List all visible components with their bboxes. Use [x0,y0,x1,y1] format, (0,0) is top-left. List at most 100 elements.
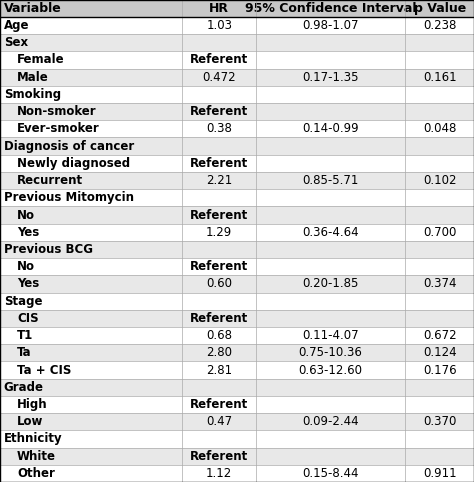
Bar [0,293,474,310]
Text: Referent: Referent [190,209,248,222]
Bar [0,258,474,275]
Bar [0,327,474,344]
Text: 0.048: 0.048 [423,122,456,135]
Text: 0.700: 0.700 [423,226,456,239]
Bar [0,137,474,155]
Text: Variable: Variable [4,2,62,15]
Text: 1.29: 1.29 [206,226,232,239]
Bar [0,0,474,17]
Text: Stage: Stage [4,295,42,308]
Text: Referent: Referent [190,105,248,118]
Bar [0,379,474,396]
Text: 0.11-4.07: 0.11-4.07 [302,329,359,342]
Text: 0.472: 0.472 [202,71,236,84]
Text: 0.09-2.44: 0.09-2.44 [302,415,359,428]
Text: Male: Male [17,71,49,84]
Text: 2.81: 2.81 [206,363,232,376]
Text: 0.17-1.35: 0.17-1.35 [302,71,359,84]
Bar [0,430,474,448]
Bar [0,172,474,189]
Text: Referent: Referent [190,157,248,170]
Text: No: No [17,260,35,273]
Text: 0.374: 0.374 [423,278,456,291]
Text: 0.20-1.85: 0.20-1.85 [302,278,359,291]
Bar [0,448,474,465]
Text: 0.85-5.71: 0.85-5.71 [302,174,359,187]
Text: Yes: Yes [17,278,39,291]
Bar [0,206,474,224]
Bar [0,17,474,34]
Text: 0.60: 0.60 [206,278,232,291]
Text: Referent: Referent [190,450,248,463]
Bar [0,155,474,172]
Text: Female: Female [17,54,64,67]
Text: T1: T1 [17,329,33,342]
Text: Referent: Referent [190,398,248,411]
Text: 2.80: 2.80 [206,346,232,359]
Text: 0.68: 0.68 [206,329,232,342]
Text: Non-smoker: Non-smoker [17,105,97,118]
Bar [0,310,474,327]
Bar [0,68,474,86]
Bar [0,86,474,103]
Text: Grade: Grade [4,381,44,394]
Text: 0.15-8.44: 0.15-8.44 [302,467,359,480]
Bar [0,344,474,362]
Text: No: No [17,209,35,222]
Text: 95% Confidence Interval: 95% Confidence Interval [245,2,416,15]
Text: Ethnicity: Ethnicity [4,432,63,445]
Text: Referent: Referent [190,54,248,67]
Text: 0.47: 0.47 [206,415,232,428]
Text: 0.911: 0.911 [423,467,456,480]
Text: Smoking: Smoking [4,88,61,101]
Text: Newly diagnosed: Newly diagnosed [17,157,130,170]
Text: High: High [17,398,48,411]
Text: Referent: Referent [190,312,248,325]
Bar [0,275,474,293]
Text: Previous BCG: Previous BCG [4,243,93,256]
Text: Ta: Ta [17,346,32,359]
Bar [0,34,474,52]
Bar [0,241,474,258]
Text: 1.03: 1.03 [206,19,232,32]
Text: 2.21: 2.21 [206,174,232,187]
Text: 0.14-0.99: 0.14-0.99 [302,122,359,135]
Bar [0,396,474,413]
Text: 0.672: 0.672 [423,329,456,342]
Text: Ever-smoker: Ever-smoker [17,122,100,135]
Text: 0.36-4.64: 0.36-4.64 [302,226,359,239]
Text: Sex: Sex [4,36,28,49]
Text: 0.98-1.07: 0.98-1.07 [302,19,359,32]
Bar [0,120,474,137]
Text: 0.102: 0.102 [423,174,456,187]
Text: Age: Age [4,19,29,32]
Text: Yes: Yes [17,226,39,239]
Bar [0,224,474,241]
Text: Diagnosis of cancer: Diagnosis of cancer [4,140,134,153]
Text: Other: Other [17,467,55,480]
Bar [0,52,474,68]
Text: 0.75-10.36: 0.75-10.36 [299,346,363,359]
Text: 0.161: 0.161 [423,71,456,84]
Text: CIS: CIS [17,312,39,325]
Text: 0.370: 0.370 [423,415,456,428]
Text: HR: HR [209,2,229,15]
Bar [0,465,474,482]
Text: p Value: p Value [413,2,466,15]
Bar [0,413,474,430]
Text: 0.176: 0.176 [423,363,456,376]
Text: Ta + CIS: Ta + CIS [17,363,72,376]
Text: 0.124: 0.124 [423,346,456,359]
Text: Referent: Referent [190,260,248,273]
Bar [0,362,474,379]
Text: 0.238: 0.238 [423,19,456,32]
Text: 0.38: 0.38 [206,122,232,135]
Text: White: White [17,450,56,463]
Text: Recurrent: Recurrent [17,174,83,187]
Bar [0,189,474,206]
Text: Previous Mitomycin: Previous Mitomycin [4,191,134,204]
Bar [0,103,474,120]
Text: Low: Low [17,415,44,428]
Text: 0.63-12.60: 0.63-12.60 [299,363,363,376]
Text: 1.12: 1.12 [206,467,232,480]
